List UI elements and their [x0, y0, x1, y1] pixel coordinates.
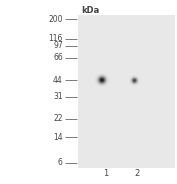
- Text: 116: 116: [48, 34, 63, 43]
- Text: 31: 31: [53, 92, 63, 101]
- Text: 66: 66: [53, 54, 63, 62]
- Text: 14: 14: [53, 133, 63, 141]
- Bar: [78, 15, 175, 168]
- Text: 6: 6: [58, 158, 63, 167]
- Text: 1: 1: [103, 169, 108, 178]
- Text: 2: 2: [135, 169, 140, 178]
- Text: kDa: kDa: [81, 6, 99, 15]
- Text: 22: 22: [53, 114, 63, 123]
- Text: 97: 97: [53, 42, 63, 50]
- Text: 44: 44: [53, 76, 63, 84]
- Text: 200: 200: [48, 15, 63, 24]
